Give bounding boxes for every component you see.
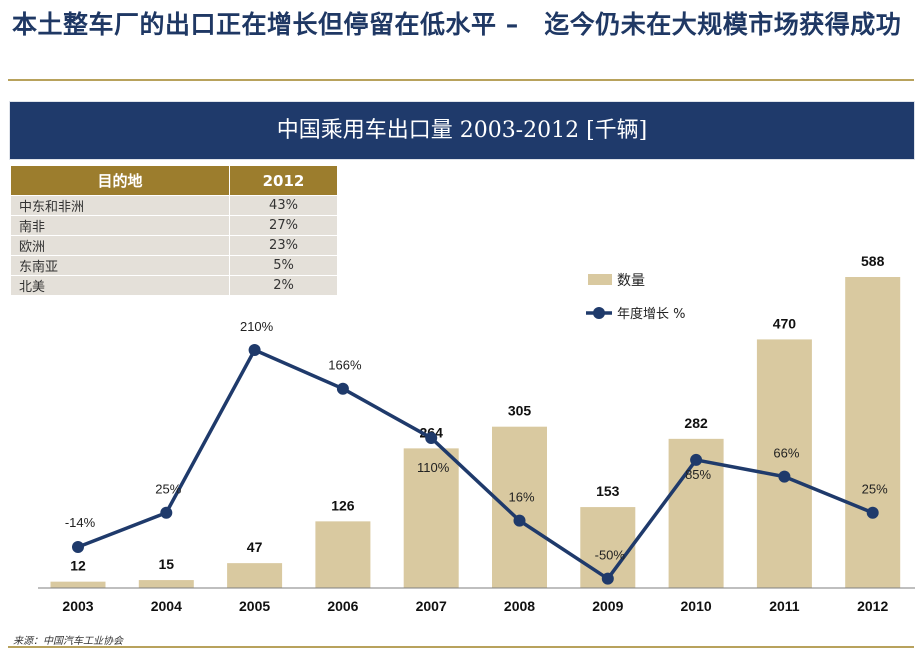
growth-label-2006: 166% (328, 358, 362, 373)
bar-value-label-2012: 588 (861, 253, 885, 269)
bar-value-label-2010: 282 (684, 415, 708, 431)
bar-2008 (492, 426, 547, 588)
bar-value-label-2008: 305 (508, 403, 532, 419)
x-tick-label-2011: 2011 (769, 598, 800, 614)
bar-2005 (227, 563, 283, 588)
table-row: 中东和非洲 43% (10, 195, 338, 216)
table-cell-share: 2% (229, 275, 338, 296)
x-tick-label-2005: 2005 (239, 598, 270, 614)
growth-label-2005: 210% (240, 319, 274, 334)
chart-title-banner: 中国乘用车出口量 2003-2012 [千辆] (9, 101, 915, 160)
table-header-year: 2012 (229, 165, 338, 196)
table-header-row: 目的地 2012 (10, 165, 338, 196)
growth-point-2011 (778, 470, 791, 483)
bar-2006 (315, 521, 371, 588)
growth-label-2003: -14% (65, 515, 96, 530)
source-note: 来源：中国汽车工业协会 (13, 636, 123, 647)
growth-point-2008 (513, 514, 526, 527)
growth-point-2007 (425, 431, 438, 444)
table-cell-share: 27% (229, 215, 338, 236)
growth-line (77, 348, 874, 581)
growth-point-2010 (690, 453, 703, 466)
bar-value-label-2009: 153 (596, 483, 620, 499)
growth-label-2011: 66% (773, 446, 799, 461)
x-tick-label-2003: 2003 (62, 598, 93, 614)
table-cell-share: 43% (229, 195, 338, 216)
bar-value-label-2004: 15 (159, 556, 175, 572)
bar-value-label-2011: 470 (773, 315, 797, 331)
growth-point-2009 (601, 572, 614, 585)
bar-2007 (403, 448, 459, 588)
table-cell-region: 北美 (10, 275, 230, 296)
x-tick-label-2008: 2008 (504, 598, 535, 614)
growth-label-2010: 85% (685, 467, 711, 482)
bar-2004 (138, 580, 194, 588)
table-cell-region: 南非 (10, 215, 230, 236)
growth-label-2007: 110% (417, 460, 450, 475)
legend-line-marker (593, 307, 605, 319)
bar-value-label-2005: 47 (247, 539, 263, 555)
bar-value-label-2003: 12 (70, 558, 86, 574)
growth-point-2003 (72, 541, 84, 553)
x-tick-label-2012: 2012 (857, 598, 888, 614)
x-tick-label-2006: 2006 (327, 598, 358, 614)
table-row: 欧洲 23% (10, 235, 338, 256)
footer-divider (8, 646, 914, 648)
table-cell-region: 东南亚 (10, 255, 230, 276)
title-divider (8, 79, 914, 81)
growth-point-2005 (248, 344, 261, 356)
export-volume-chart: 2003 2004 2005 2006 2007 2008 2009 2010 2011 2012… (38, 253, 915, 614)
bar-2011 (756, 339, 812, 588)
x-tick-label-2010: 2010 (681, 598, 712, 614)
table-row: 北美 2% (10, 275, 338, 296)
growth-label-2004: 25% (155, 482, 181, 497)
growth-label-2008: 16% (508, 490, 534, 505)
bar-2012 (845, 277, 901, 588)
table-row: 东南亚 5% (10, 255, 338, 276)
page-title: 本土整车厂的出口正在增长但停留在低水平 – 迄今仍未在大规模市场获得成功 (12, 10, 902, 39)
bar-value-label-2006: 126 (331, 497, 355, 513)
table-row: 南非 27% (10, 215, 338, 236)
chart-title: 中国乘用车出口量 2003-2012 [千辆] (276, 118, 648, 143)
x-tick-label-2007: 2007 (416, 598, 447, 614)
bar-2003 (50, 581, 106, 588)
x-tick-label-2004: 2004 (151, 598, 182, 614)
growth-point-2006 (336, 382, 349, 395)
x-tick-label-2009: 2009 (592, 598, 623, 614)
table-header-destination: 目的地 (10, 165, 230, 196)
legend-bar-swatch (588, 274, 612, 285)
growth-point-2012 (866, 506, 879, 519)
growth-label-2009: -50% (595, 548, 626, 563)
table-cell-region: 中东和非洲 (10, 195, 230, 216)
growth-label-2012: 25% (862, 482, 888, 497)
destination-table: 目的地 2012 中东和非洲 43% 南非 27% 欧洲 23% 东南亚 5% … (10, 165, 338, 296)
legend-bar-label: 数量 (617, 273, 645, 289)
legend-line-label: 年度增长 % (617, 306, 686, 322)
growth-point-2004 (160, 506, 173, 519)
